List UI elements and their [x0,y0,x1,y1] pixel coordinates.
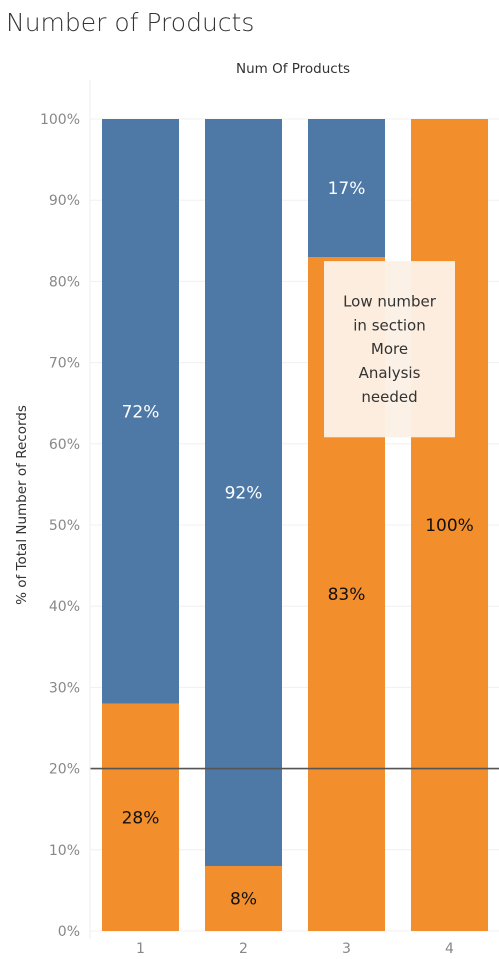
data-label: 8% [230,890,257,910]
x-axis-title: Num Of Products [236,61,350,77]
y-tick-label: 60% [49,437,80,453]
data-label: 28% [122,808,160,828]
annotation-line: needed [361,388,417,406]
annotation-line: More [371,340,408,358]
x-tick-label: 1 [136,941,145,957]
y-tick-label: 40% [49,599,80,615]
x-tick-label: 4 [445,941,454,957]
y-tick-label: 20% [49,762,80,778]
y-tick-label: 30% [49,680,80,696]
y-tick-label: 0% [58,924,80,940]
annotation-line: in section [353,316,425,334]
data-label: 72% [122,402,160,422]
y-tick-label: 70% [49,356,80,372]
data-label: 100% [425,516,474,536]
annotation-line: Analysis [359,364,421,382]
y-tick-label: 10% [49,843,80,859]
data-label: 92% [225,484,263,504]
x-tick-label: 3 [342,941,351,957]
y-tick-label: 100% [40,112,80,128]
y-tick-label: 90% [49,193,80,209]
data-label: 17% [328,179,366,199]
annotation-line: Low number [343,293,437,311]
data-label: 83% [328,585,366,605]
y-axis-title: % of Total Number of Records [14,405,30,605]
annotation-layer: Low number in section More Analysis needed [324,261,455,437]
y-tick-label: 80% [49,274,80,290]
y-tick-label: 50% [49,518,80,534]
x-tick-label: 2 [239,941,248,957]
